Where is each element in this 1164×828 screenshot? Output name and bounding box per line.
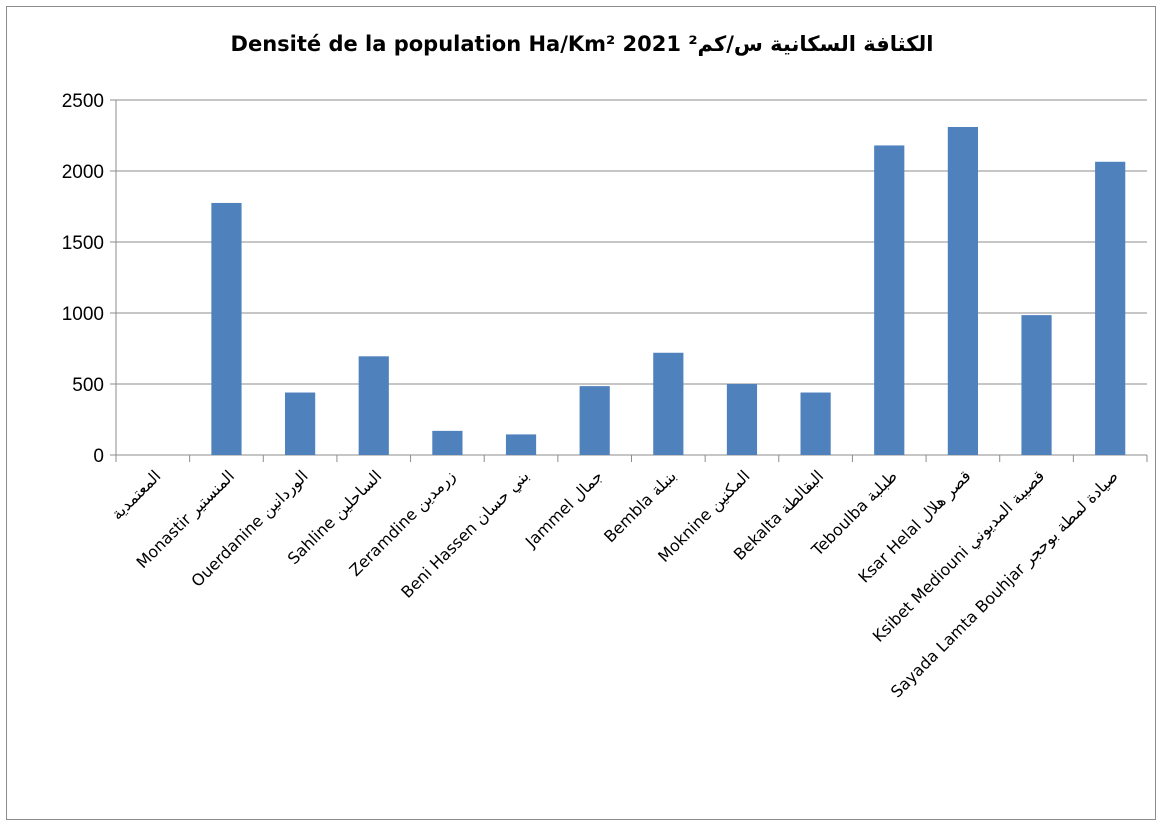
x-tick-label: Bembla بنبلة [600, 466, 680, 546]
y-tick-label: 1500 [62, 233, 104, 254]
x-tick-label: Beni Hassen بني حسان [397, 466, 533, 602]
bar [432, 430, 463, 455]
y-tick-label: 2500 [62, 91, 104, 112]
y-tick-label: 1000 [62, 304, 104, 325]
bar [947, 126, 978, 455]
bar [653, 352, 684, 455]
x-tick-label: Jammel جمال [521, 466, 606, 551]
bar [874, 145, 905, 455]
axes [110, 99, 1148, 462]
y-tick-labels: 0 500 1000 1500 2000 2500 [62, 91, 104, 467]
bar [1095, 161, 1126, 455]
y-tick-label: 500 [72, 375, 104, 396]
y-tick-label: 2000 [62, 162, 104, 183]
y-tick-label: 0 [93, 446, 104, 467]
bar [1021, 315, 1052, 455]
bar [285, 392, 316, 455]
bar [726, 384, 758, 455]
bar [800, 392, 831, 455]
bars [211, 126, 1126, 455]
x-tick-label: المعتمدية [107, 466, 164, 523]
bar [579, 386, 610, 455]
chart-title: Densité de la population Ha/Km² 2021 الك… [230, 32, 934, 56]
bar [211, 202, 242, 455]
bar [358, 356, 389, 455]
gridlines [116, 99, 1147, 385]
bar [505, 434, 537, 455]
